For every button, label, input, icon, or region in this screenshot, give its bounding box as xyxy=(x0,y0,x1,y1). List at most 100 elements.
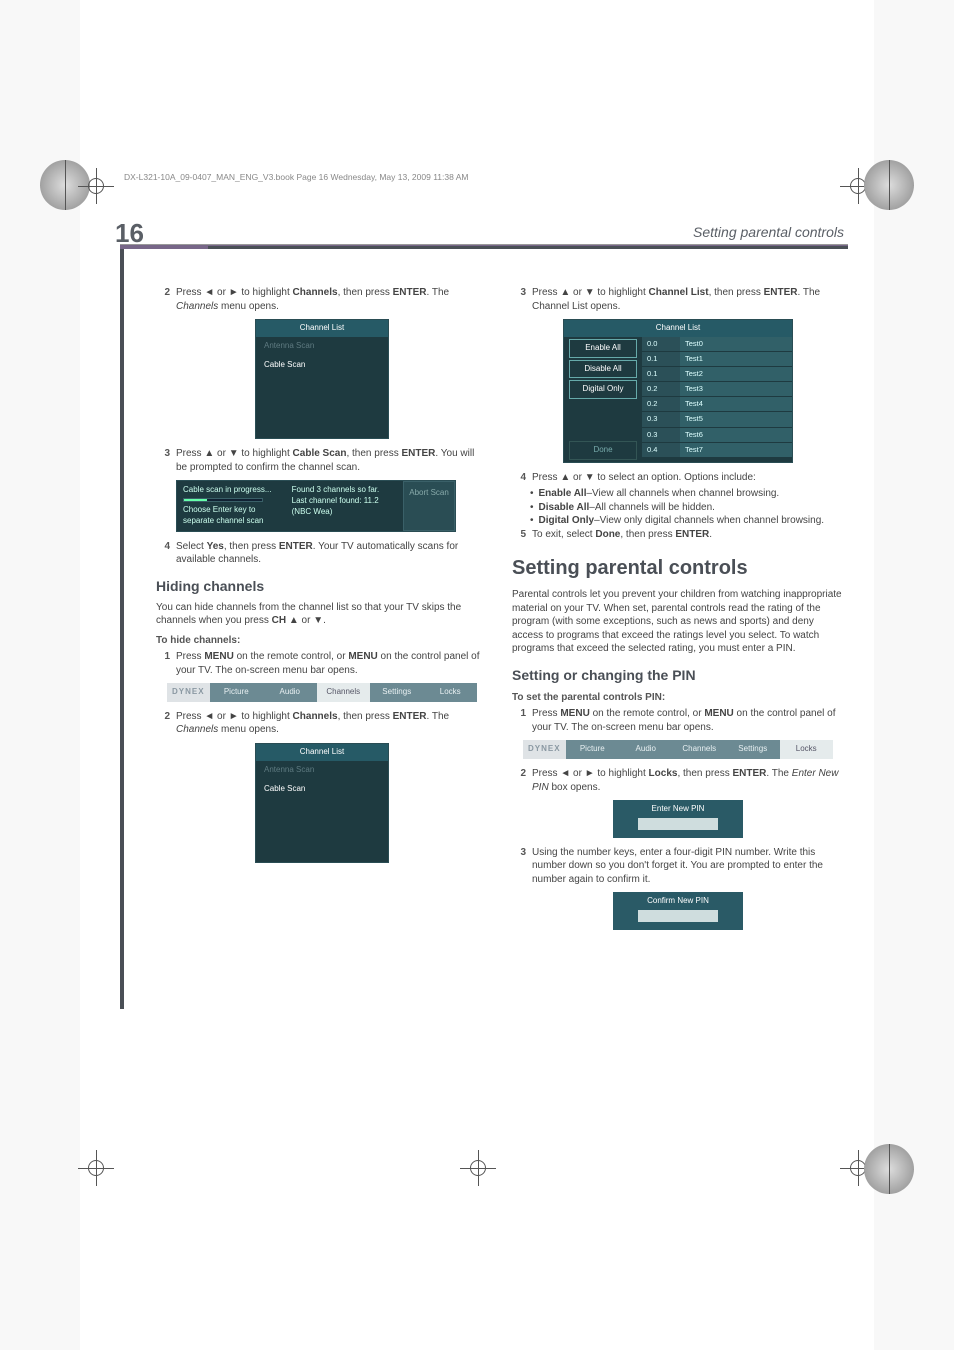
step-text: Press ▲ or ▼ to select an option. Option… xyxy=(532,471,844,485)
t: Channel List xyxy=(649,287,709,298)
menubar-logo: DYNEX xyxy=(523,740,566,759)
t: . The xyxy=(766,768,791,779)
t: Enable All xyxy=(539,488,587,499)
ch-name: Test3 xyxy=(680,382,792,397)
t: Digital Only xyxy=(539,515,595,526)
scan-found1: Found 3 channels so far. xyxy=(292,485,397,496)
hide-label: To hide channels: xyxy=(156,634,488,648)
step-number: 3 xyxy=(512,846,526,887)
t: Channels xyxy=(176,301,218,312)
down-arrow-icon: ▼ xyxy=(229,448,239,459)
osd-item-cable: Cable Scan xyxy=(256,780,388,799)
step-text: Press ◄ or ► to highlight Locks, then pr… xyxy=(532,767,844,794)
t: , then press xyxy=(709,287,764,298)
menubar-logo: DYNEX xyxy=(167,683,210,702)
step-number: 1 xyxy=(512,707,526,734)
t: , then press xyxy=(224,541,279,552)
ch-name: Test4 xyxy=(680,397,792,412)
hiding-paragraph: You can hide channels from the channel l… xyxy=(156,601,488,628)
t: Select xyxy=(176,541,207,552)
bullet-disable-all: •Disable All–All channels will be hidden… xyxy=(530,501,844,515)
up-arrow-icon: ▲ xyxy=(204,448,214,459)
chlist-enable-all: Enable All xyxy=(569,339,637,358)
build-footer: DX-L321-10A_09-0407_MAN_ENG_V3.book Page… xyxy=(124,172,468,182)
t: or xyxy=(214,287,228,298)
down-arrow-icon: ▼ xyxy=(585,472,595,483)
hide-step-2: 2 Press ◄ or ► to highlight Channels, th… xyxy=(156,710,488,737)
t: , then press xyxy=(338,711,393,722)
t: Press xyxy=(176,287,204,298)
t: or xyxy=(299,615,313,626)
t: ENTER xyxy=(279,541,313,552)
osd-enter-pin: Enter New PIN xyxy=(613,800,743,838)
chlist-disable-all: Disable All xyxy=(569,360,637,379)
ch-num: 0.4 xyxy=(642,443,680,458)
t: box opens. xyxy=(549,782,601,793)
t: on the remote control, or xyxy=(590,708,705,719)
menubar-item: Settings xyxy=(370,683,423,702)
t: Press xyxy=(532,287,560,298)
step-number: 2 xyxy=(156,710,170,737)
t: Press xyxy=(176,448,204,459)
step-text: Press ▲ or ▼ to highlight Cable Scan, th… xyxy=(176,447,488,474)
t: CH xyxy=(272,615,286,626)
reg-mark-top-left xyxy=(78,168,114,204)
left-step-2: 2 Press ◄ or ► to highlight Channels, th… xyxy=(156,286,488,313)
step-text: Using the number keys, enter a four-digi… xyxy=(532,846,844,887)
t: , then press xyxy=(346,448,401,459)
osd-header: Channel List xyxy=(256,744,388,761)
t: . xyxy=(709,529,712,540)
step-text: To exit, select Done, then press ENTER. xyxy=(532,528,844,542)
t: to highlight xyxy=(595,768,649,779)
bullet-digital-only: •Digital Only–View only digital channels… xyxy=(530,514,844,528)
osd-item-antenna: Antenna Scan xyxy=(256,761,388,780)
ch-num: 0.1 xyxy=(642,367,680,382)
t: MENU xyxy=(204,651,233,662)
t: menu opens. xyxy=(218,724,279,735)
reg-mark-bottom-left xyxy=(78,1150,114,1186)
scan-line2: Choose Enter key to separate channel sca… xyxy=(183,505,280,527)
ch-num: 0.3 xyxy=(642,428,680,443)
t: MENU xyxy=(348,651,377,662)
t: Locks xyxy=(649,768,678,779)
chlist-done: Done xyxy=(569,441,637,460)
parental-paragraph: Parental controls let you prevent your c… xyxy=(512,588,844,656)
menubar-item-selected: Locks xyxy=(780,740,833,759)
left-column: 2 Press ◄ or ► to highlight Channels, th… xyxy=(156,286,488,1290)
right-step-4: 4 Press ▲ or ▼ to select an option. Opti… xyxy=(512,471,844,485)
right-arrow-icon: ► xyxy=(229,287,239,298)
pin-step-3: 3 Using the number keys, enter a four-di… xyxy=(512,846,844,887)
menubar-item: Channels xyxy=(673,740,726,759)
ch-name: Test5 xyxy=(680,412,792,427)
osd-channel-table: Channel List Enable All Disable All Digi… xyxy=(563,319,793,463)
t: MENU xyxy=(560,708,589,719)
t: . xyxy=(323,615,326,626)
osd-menubar-1: DYNEX Picture Audio Channels Settings Lo… xyxy=(167,683,477,702)
t: Done xyxy=(595,529,620,540)
t: Press xyxy=(176,651,204,662)
vertical-rule xyxy=(120,249,124,1009)
t: MENU xyxy=(704,708,733,719)
step-number: 2 xyxy=(512,767,526,794)
t: Cable Scan xyxy=(293,448,347,459)
t: to select an option. Options include: xyxy=(595,472,756,483)
pin-label: Enter New PIN xyxy=(613,804,743,815)
ch-name: Test7 xyxy=(680,443,792,458)
ch-num: 0.0 xyxy=(642,337,680,352)
left-arrow-icon: ◄ xyxy=(204,287,214,298)
right-column: 3 Press ▲ or ▼ to highlight Channel List… xyxy=(512,286,844,1290)
scan-line1: Cable scan in progress... xyxy=(183,485,280,496)
step-number: 4 xyxy=(512,471,526,485)
step-text: Select Yes, then press ENTER. Your TV au… xyxy=(176,540,488,567)
t: Channels xyxy=(293,711,338,722)
t: or xyxy=(570,472,584,483)
t: ENTER xyxy=(675,529,709,540)
osd-menubar-2: DYNEX Picture Audio Channels Settings Lo… xyxy=(523,740,833,759)
t: ENTER xyxy=(393,287,427,298)
heading-parental-controls: Setting parental controls xyxy=(512,555,844,582)
menubar-item: Audio xyxy=(263,683,316,702)
ch-name: Test2 xyxy=(680,367,792,382)
step-text: Press MENU on the remote control, or MEN… xyxy=(532,707,844,734)
down-arrow-icon: ▼ xyxy=(585,287,595,298)
osd-confirm-pin: Confirm New PIN xyxy=(613,892,743,930)
